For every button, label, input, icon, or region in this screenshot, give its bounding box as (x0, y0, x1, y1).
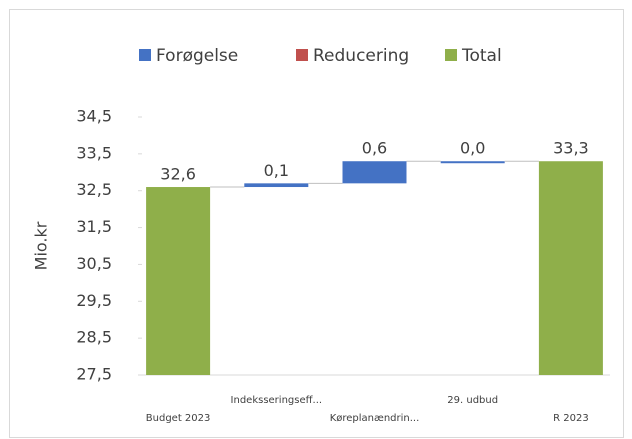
bar (538, 161, 603, 375)
legend-label: Forøgelse (156, 46, 238, 66)
bar (146, 187, 211, 375)
legend-swatch (139, 49, 151, 61)
x-tick-label: Køreplanændrin... (330, 413, 420, 424)
y-tick-label: 33,5 (76, 143, 112, 162)
data-label: 32,6 (160, 165, 196, 184)
y-axis-label: Mio.kr (32, 221, 51, 270)
chart-frame (9, 9, 624, 438)
x-tick-label: 29. udbud (447, 395, 498, 406)
legend-label: Reducering (313, 46, 409, 66)
legend-swatch (445, 49, 457, 61)
y-tick-label: 29,5 (76, 291, 112, 310)
data-label: 0,0 (460, 139, 485, 158)
y-tick-label: 34,5 (76, 107, 112, 126)
legend-label: Total (461, 46, 502, 66)
data-label: 0,1 (264, 161, 289, 180)
data-label: 33,3 (553, 139, 589, 158)
y-tick-label: 30,5 (76, 254, 112, 273)
bar (244, 183, 309, 188)
legend-swatch (296, 49, 308, 61)
y-tick-label: 32,5 (76, 180, 112, 199)
data-label: 0,6 (362, 139, 387, 158)
x-tick-label: Indeksseringseff... (231, 395, 323, 406)
x-tick-label: R 2023 (553, 413, 589, 424)
x-tick-label: Budget 2023 (146, 413, 211, 424)
bar (342, 161, 407, 184)
y-tick-label: 27,5 (76, 365, 112, 384)
y-tick-label: 31,5 (76, 217, 112, 236)
y-tick-label: 28,5 (76, 328, 112, 347)
bar (440, 161, 505, 164)
